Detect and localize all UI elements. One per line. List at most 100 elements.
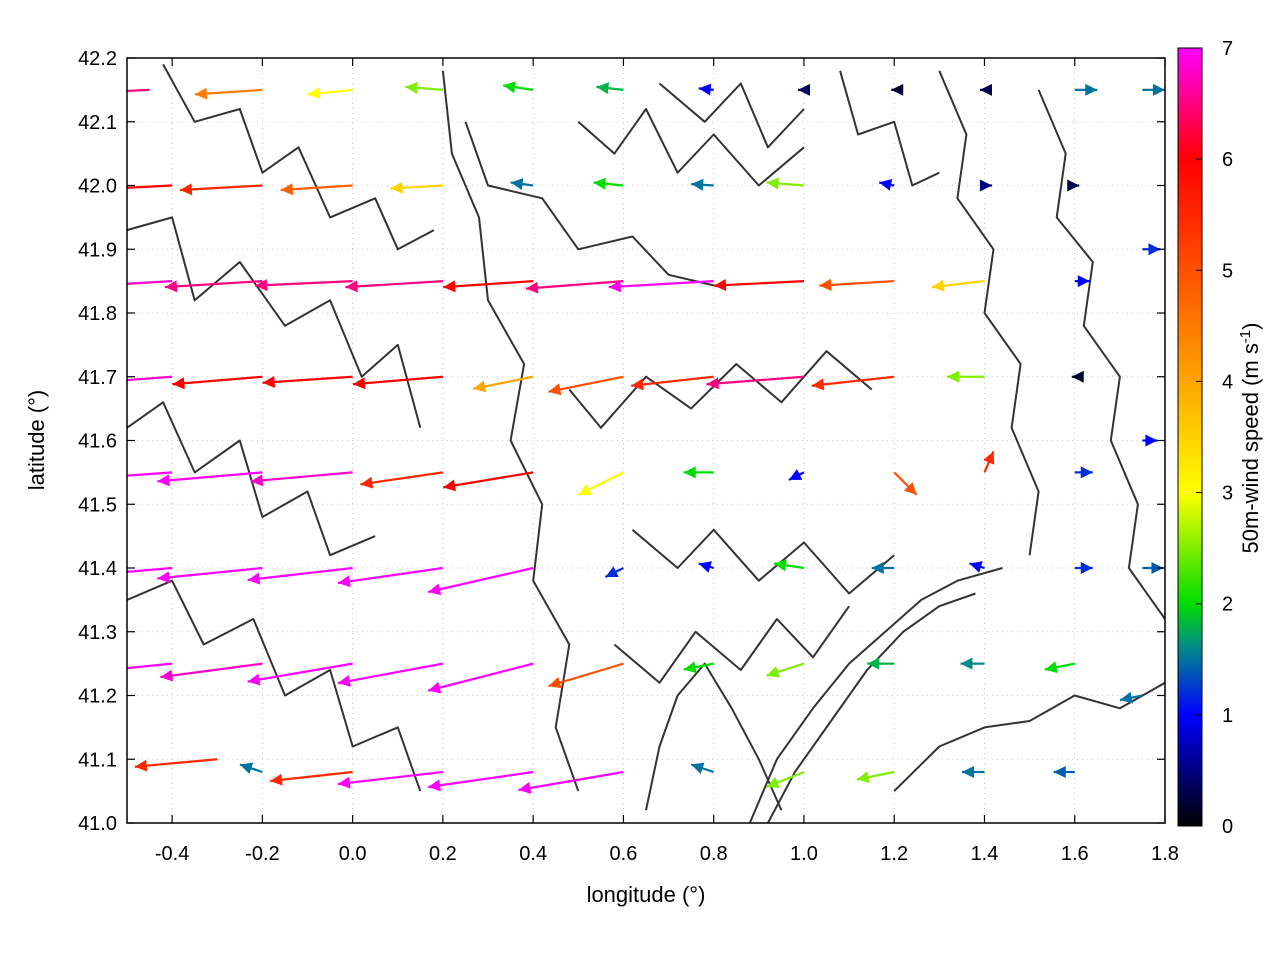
vector-shaft [427,566,534,594]
contour-line [127,579,422,792]
wind-vector [1067,179,1080,192]
wind-vector [979,179,992,192]
vector-head [596,82,610,95]
vector-head [270,773,283,786]
vector-shaft [262,375,353,384]
vector-head [250,474,264,487]
vector-head [1080,562,1093,574]
wind-vector [503,81,534,94]
wind-vector [345,280,443,293]
vector-head [67,473,79,485]
y-tick-label: 41.0 [78,813,117,835]
x-tick-label: 1.4 [971,843,999,865]
y-tick-label: 41.1 [78,749,117,771]
colorbar-tick-label: 5 [1222,260,1233,282]
contour-line [631,528,895,595]
wind-vector [239,762,263,774]
vector-shaft [631,375,714,387]
wind-vector [307,87,353,100]
colorbar [1177,47,1203,827]
vector-shaft [134,758,218,768]
vector-head [797,83,810,96]
x-axis-title: longitude (°) [587,882,706,907]
vector-shaft [427,662,534,692]
wind-vector [127,375,173,382]
colorbar-tick-label: 3 [1222,483,1233,505]
vector-head [983,451,995,465]
vector-head [307,87,321,100]
vector-head [979,179,992,192]
vector-head [443,479,456,492]
vector-shaft [164,280,263,289]
colorbar-title-close: ) [1238,323,1263,330]
vector-head [390,181,403,194]
vector-shaft [160,662,263,679]
vector-shaft [127,280,173,285]
vector-shaft [270,770,353,783]
vector-head [518,782,532,794]
vector-head [766,666,780,678]
vector-head [405,81,418,94]
vector-head [931,279,945,292]
contour-line [839,70,940,187]
wind-vector [871,562,895,574]
vector-shaft [706,375,805,386]
wind-vector [548,375,624,396]
vector-head [1152,83,1165,96]
wind-vector [255,279,353,292]
y-tick-label: 42.1 [78,112,117,134]
vector-head [819,278,832,291]
vector-head [360,476,374,489]
vector-head [706,377,719,390]
wind-vector [194,87,263,100]
vector-head [1067,179,1080,192]
wind-vector [631,375,714,391]
wind-vector [766,177,805,190]
vector-head [345,280,358,293]
terrain-contours [127,63,1165,823]
x-tick-label: 0.8 [700,843,728,865]
vector-shaft [360,471,444,486]
x-tick-label: 1.8 [1151,843,1179,865]
vector-head [525,281,539,294]
vector-shaft [443,280,534,289]
wind-vector [766,770,805,789]
wind-vector [518,770,624,794]
wind-vector [969,561,985,573]
vector-head [593,177,606,190]
vector-shaft [548,662,624,688]
vector-head [157,474,170,487]
vector-head [1053,766,1066,778]
vector-shaft [280,184,353,192]
wind-vector [427,566,534,596]
wind-vector [596,82,624,95]
vector-shaft [247,566,353,582]
wind-vector [698,561,715,573]
vector-head [969,561,983,573]
vector-head [337,776,351,789]
wind-vector [157,566,263,584]
vector-head [960,657,973,670]
vector-shaft [713,280,805,287]
wind-vector [337,770,444,789]
contour-line [658,82,805,149]
vector-head [691,178,704,191]
vector-head [67,667,80,679]
wind-vector [691,178,714,191]
wind-vector [698,83,714,96]
vector-head [548,676,562,689]
vector-shaft [608,280,714,289]
y-tick-label: 42.2 [78,48,117,70]
wind-vector [819,278,895,291]
x-tick-label: 0.2 [429,843,457,865]
wind-vector [713,279,805,292]
wind-vector [1074,83,1098,96]
wind-vector [773,559,805,572]
wind-vector [1142,434,1158,447]
wind-vector [983,450,995,473]
y-tick-label: 41.7 [78,367,117,389]
wind-vector [879,178,895,191]
vector-head [903,482,917,495]
wind-vector [946,370,985,383]
x-tick-label: 0.0 [339,843,367,865]
